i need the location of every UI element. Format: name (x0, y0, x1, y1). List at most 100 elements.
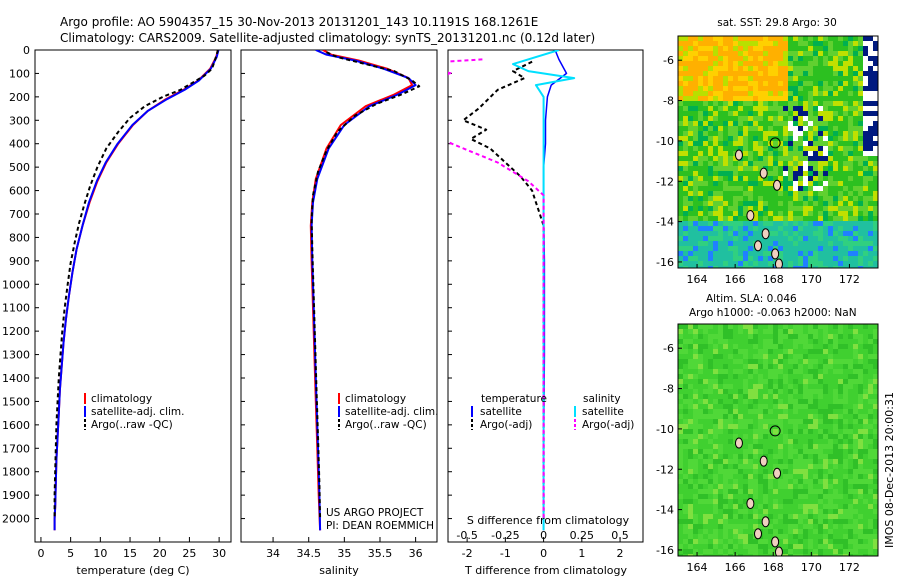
sst-map-cell (763, 51, 769, 57)
sst-map-cell (678, 256, 684, 262)
sla-map-cell (813, 334, 819, 340)
sla-map-cell (858, 539, 864, 545)
sla-map-cell (818, 544, 824, 550)
sst-map-cell (858, 141, 864, 147)
sst-map-cell (788, 106, 794, 112)
sst-map-cell (818, 61, 824, 67)
sla-map-cell (858, 544, 864, 550)
sla-map-cell (723, 394, 729, 400)
sla-map-cell (743, 544, 749, 550)
sla-map-cell (733, 499, 739, 505)
sst-map-cell (868, 236, 874, 242)
sst-map-cell (683, 206, 689, 212)
sla-map-cell (818, 394, 824, 400)
sst-map-cell (803, 126, 809, 132)
sst-map-cell (748, 151, 754, 157)
sst-map-cell (843, 191, 849, 197)
sst-map-cell (718, 131, 724, 137)
sla-map-cell (688, 374, 694, 380)
sla-map-cell (743, 464, 749, 470)
sst-map-cell (818, 206, 824, 212)
sst-map-cell (843, 226, 849, 232)
sla-map-cell (733, 479, 739, 485)
sst-map-cell (838, 146, 844, 152)
sst-map-cell (733, 36, 739, 42)
sst-map-xtick-label: 168 (763, 273, 784, 286)
sla-map-cell (773, 529, 779, 535)
sla-map-cell (788, 469, 794, 475)
sla-map-cell (693, 509, 699, 515)
sla-map-cell (748, 389, 754, 395)
sst-map-cell (788, 181, 794, 187)
sst-map-cell (773, 126, 779, 132)
sst-map-cell (793, 66, 799, 72)
sst-map-cell (693, 211, 699, 217)
sst-map-cell (758, 96, 764, 102)
sla-map-cell (853, 534, 859, 540)
sla-map-cell (713, 359, 719, 365)
sst-map-cell (838, 151, 844, 157)
sst-map-cell (733, 261, 739, 267)
sla-map-cell (803, 484, 809, 490)
sst-map-cell (678, 246, 684, 252)
sla-map-cell (763, 429, 769, 435)
sla-map-cell (798, 369, 804, 375)
sst-map-cell (788, 36, 794, 42)
sst-map-cell (743, 51, 749, 57)
sla-map-cell (728, 504, 734, 510)
sla-map-cell (763, 504, 769, 510)
sst-map-cell (783, 106, 789, 112)
sst-map-cell (678, 236, 684, 242)
sla-map-cell (778, 459, 784, 465)
sst-map-cell (678, 196, 684, 202)
sst-map-cell (733, 61, 739, 67)
sst-map-cell (698, 171, 704, 177)
sst-map-cell (828, 86, 834, 92)
sst-map-cell (873, 41, 878, 47)
sst-map-cell (718, 261, 724, 267)
sla-map-cell (688, 369, 694, 375)
sst-map-cell (733, 131, 739, 137)
sst-map-cell (683, 86, 689, 92)
sst-map-cell (778, 161, 784, 167)
sst-map-cell (843, 96, 849, 102)
sla-map-cell (753, 504, 759, 510)
sla-map-cell (868, 474, 874, 480)
sla-map-cell (838, 329, 844, 335)
sla-map-cell (873, 539, 878, 545)
sla-map-cell (698, 539, 704, 545)
sst-map-cell (813, 116, 819, 122)
sst-map-cell (763, 96, 769, 102)
sst-map-cell (853, 211, 859, 217)
sst-map-cell (873, 241, 878, 247)
sst-map-cell (818, 116, 824, 122)
sst-map-cell (783, 86, 789, 92)
sst-map-cell (733, 116, 739, 122)
sst-map-cell (858, 166, 864, 172)
sst-map-cell (803, 226, 809, 232)
sla-map-cell (833, 354, 839, 360)
sst-map-cell (768, 211, 774, 217)
sla-map-cell (728, 324, 734, 330)
sla-map-cell (783, 474, 789, 480)
sla-map-cell (858, 369, 864, 375)
sst-map-cell (783, 251, 789, 257)
sst-map-cell (823, 151, 829, 157)
sla-map-cell (698, 459, 704, 465)
sla-map-cell (758, 454, 764, 460)
sst-map-cell (863, 251, 869, 257)
sla-map-cell (798, 464, 804, 470)
sst-map-cell (708, 126, 714, 132)
sst-map-cell (688, 196, 694, 202)
sla-map-cell (748, 364, 754, 370)
sla-map-cell (768, 414, 774, 420)
sst-map-cell (808, 71, 814, 77)
sla-map-cell (818, 554, 824, 556)
sla-map-cell (793, 554, 799, 556)
sla-map-cell (728, 544, 734, 550)
sst-map-cell (723, 121, 729, 127)
sst-map-cell (773, 36, 779, 42)
sla-map-cell (698, 394, 704, 400)
sla-map-cell (783, 499, 789, 505)
sst-map-cell (838, 106, 844, 112)
